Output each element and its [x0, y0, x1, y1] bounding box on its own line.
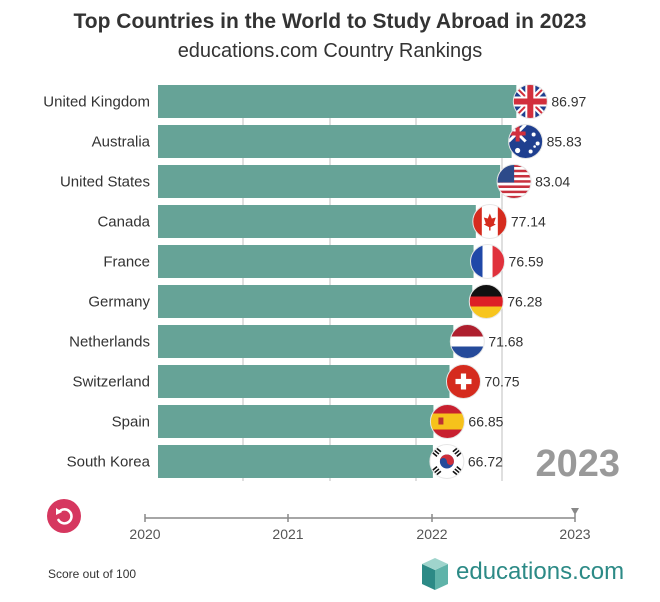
bar	[158, 325, 454, 358]
chart-title: Top Countries in the World to Study Abro…	[73, 10, 587, 33]
category-label: Australia	[92, 134, 151, 151]
canada-flag-icon	[472, 204, 508, 239]
current-year-label: 2023	[535, 443, 620, 485]
timeline-handle[interactable]	[571, 508, 579, 515]
book-logo-icon	[422, 558, 448, 590]
value-label: 71.68	[488, 334, 523, 350]
bar	[158, 205, 476, 238]
category-label: Germany	[88, 294, 150, 311]
bar	[158, 405, 434, 438]
timeline-year-label[interactable]: 2021	[272, 526, 303, 542]
uk-flag-icon	[512, 84, 548, 119]
australia-flag-icon	[508, 124, 544, 159]
replay-button[interactable]	[47, 499, 81, 533]
timeline-year-label[interactable]: 2020	[129, 526, 160, 542]
bar	[158, 245, 474, 278]
bar	[158, 445, 433, 478]
category-labels: United Kingdom Australia United States Cana…	[43, 94, 150, 471]
flag-markers	[429, 84, 548, 479]
switzerland-flag-icon	[445, 364, 481, 399]
value-label: 85.83	[547, 134, 582, 150]
timeline-year-label[interactable]: 2022	[416, 526, 447, 542]
category-label: Switzerland	[72, 374, 150, 391]
brand-logo[interactable]: educations.com	[420, 556, 624, 590]
bar	[158, 365, 450, 398]
bar	[158, 85, 517, 118]
category-label: United States	[60, 174, 150, 191]
category-label: Canada	[97, 214, 150, 231]
value-label: 70.75	[484, 374, 519, 390]
value-label: 86.97	[551, 94, 586, 110]
category-label: France	[103, 254, 150, 271]
brand-name: educations.com	[456, 558, 625, 585]
bar	[158, 165, 501, 198]
category-label: Netherlands	[69, 334, 150, 351]
value-label: 77.14	[511, 214, 546, 230]
footnote: Score out of 100	[48, 567, 137, 581]
replay-icon	[56, 508, 73, 525]
category-label: South Korea	[67, 454, 151, 471]
germany-flag-icon	[468, 284, 504, 319]
value-label: 66.72	[468, 454, 503, 470]
south-korea-flag-icon	[429, 444, 465, 479]
us-flag-icon	[496, 164, 532, 199]
netherlands-flag-icon	[449, 324, 485, 359]
spain-flag-icon	[429, 404, 465, 439]
timeline-year-label[interactable]: 2023	[559, 526, 590, 542]
bar	[158, 125, 512, 158]
value-label: 83.04	[535, 174, 570, 190]
value-labels: 86.97 85.83 83.04 77.14 76.59 76.28 71.68 70.75…	[468, 94, 587, 470]
category-label: United Kingdom	[43, 94, 150, 111]
bars	[158, 85, 517, 478]
value-label: 66.85	[468, 414, 503, 430]
bar	[158, 285, 473, 318]
chart-subtitle: educations.com Country Rankings	[177, 40, 483, 62]
year-timeline[interactable]: 2020 2021 2022 2023	[129, 508, 591, 542]
category-label: Spain	[112, 414, 150, 431]
value-label: 76.59	[509, 254, 544, 270]
bar-chart: United Kingdom Australia United States Cana…	[43, 84, 620, 542]
france-flag-icon	[470, 244, 506, 279]
value-label: 76.28	[507, 294, 542, 310]
